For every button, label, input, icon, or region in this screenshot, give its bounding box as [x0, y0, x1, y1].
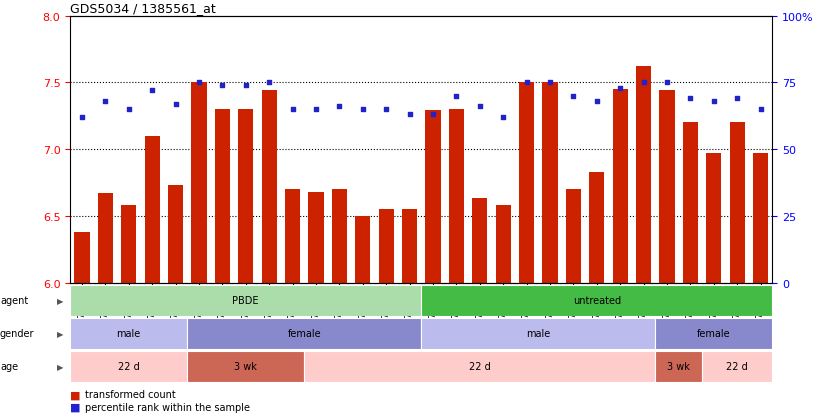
- Text: 3 wk: 3 wk: [235, 361, 257, 372]
- Bar: [215, 110, 230, 283]
- Bar: [655, 351, 702, 382]
- Point: [240, 83, 253, 89]
- Bar: [70, 351, 188, 382]
- Bar: [70, 318, 188, 349]
- Text: ■: ■: [70, 389, 81, 399]
- Text: age: age: [0, 361, 18, 372]
- Point: [145, 88, 159, 95]
- Bar: [332, 190, 347, 283]
- Bar: [304, 351, 655, 382]
- Point: [99, 98, 112, 105]
- Point: [75, 114, 88, 121]
- Point: [449, 93, 463, 100]
- Text: agent: agent: [0, 295, 28, 306]
- Text: female: female: [287, 328, 321, 339]
- Point: [591, 98, 604, 105]
- Point: [263, 80, 276, 86]
- Bar: [378, 210, 394, 283]
- Bar: [519, 83, 534, 283]
- Text: percentile rank within the sample: percentile rank within the sample: [85, 402, 250, 412]
- Point: [286, 107, 299, 113]
- Point: [169, 101, 183, 108]
- Point: [567, 93, 580, 100]
- Text: gender: gender: [0, 328, 35, 339]
- Point: [660, 80, 673, 86]
- Point: [403, 112, 416, 119]
- Point: [216, 83, 229, 89]
- Bar: [308, 192, 324, 283]
- Bar: [421, 285, 772, 316]
- Point: [473, 104, 487, 110]
- Point: [637, 80, 650, 86]
- Point: [520, 80, 534, 86]
- Text: GDS5034 / 1385561_at: GDS5034 / 1385561_at: [70, 2, 216, 15]
- Point: [333, 104, 346, 110]
- Bar: [753, 154, 768, 283]
- Bar: [238, 110, 254, 283]
- Bar: [543, 83, 558, 283]
- Bar: [402, 210, 417, 283]
- Bar: [262, 91, 277, 283]
- Bar: [285, 190, 300, 283]
- Bar: [655, 318, 772, 349]
- Point: [614, 85, 627, 92]
- Bar: [472, 199, 487, 283]
- Point: [356, 107, 369, 113]
- Point: [122, 107, 135, 113]
- Text: ▶: ▶: [57, 329, 64, 338]
- Bar: [355, 216, 370, 283]
- Point: [380, 107, 393, 113]
- Point: [496, 114, 510, 121]
- Text: 3 wk: 3 wk: [667, 361, 691, 372]
- Bar: [702, 351, 772, 382]
- Text: PBDE: PBDE: [232, 295, 259, 306]
- Point: [310, 107, 323, 113]
- Bar: [121, 206, 136, 283]
- Bar: [729, 123, 745, 283]
- Point: [754, 107, 767, 113]
- Bar: [589, 172, 605, 283]
- Bar: [168, 186, 183, 283]
- Bar: [145, 136, 159, 283]
- Bar: [636, 67, 651, 283]
- Bar: [188, 351, 304, 382]
- Text: 22 d: 22 d: [118, 361, 140, 372]
- Text: transformed count: transformed count: [85, 389, 176, 399]
- Bar: [566, 190, 581, 283]
- Text: male: male: [526, 328, 550, 339]
- Text: ▶: ▶: [57, 296, 64, 305]
- Point: [684, 96, 697, 102]
- Point: [730, 96, 743, 102]
- Bar: [192, 83, 206, 283]
- Text: ▶: ▶: [57, 362, 64, 371]
- Text: 22 d: 22 d: [469, 361, 491, 372]
- Text: untreated: untreated: [572, 295, 621, 306]
- Text: male: male: [116, 328, 141, 339]
- Bar: [188, 318, 421, 349]
- Text: ■: ■: [70, 402, 81, 412]
- Point: [192, 80, 206, 86]
- Bar: [706, 154, 721, 283]
- Bar: [613, 90, 628, 283]
- Bar: [659, 91, 675, 283]
- Point: [426, 112, 439, 119]
- Text: 22 d: 22 d: [726, 361, 748, 372]
- Bar: [683, 123, 698, 283]
- Point: [544, 80, 557, 86]
- Bar: [74, 232, 89, 283]
- Text: female: female: [697, 328, 731, 339]
- Bar: [421, 318, 655, 349]
- Point: [707, 98, 720, 105]
- Bar: [449, 110, 464, 283]
- Bar: [70, 285, 421, 316]
- Bar: [97, 194, 113, 283]
- Bar: [425, 111, 440, 283]
- Bar: [496, 206, 510, 283]
